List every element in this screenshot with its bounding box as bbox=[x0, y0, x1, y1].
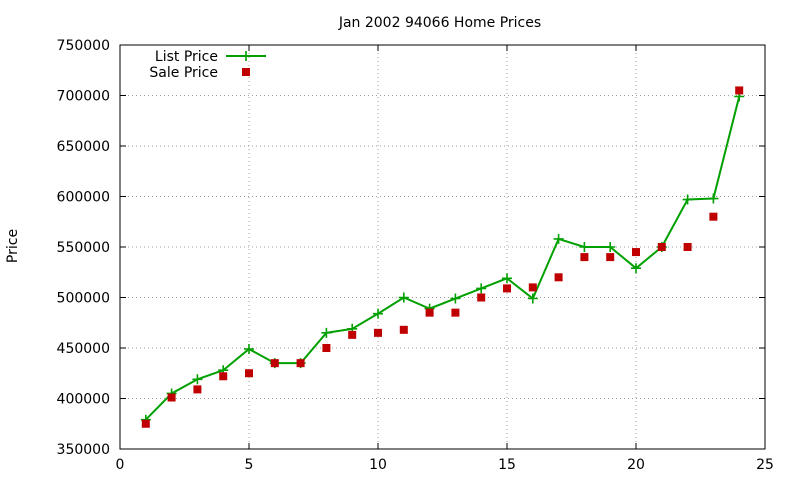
y-tick-label: 650000 bbox=[57, 139, 110, 155]
list-price-point bbox=[450, 293, 461, 304]
sale-price-point bbox=[141, 419, 150, 428]
sale-price-point bbox=[167, 393, 176, 402]
y-tick-label: 750000 bbox=[57, 38, 110, 54]
y-tick-label: 700000 bbox=[57, 89, 110, 105]
sale-price-point bbox=[322, 344, 331, 352]
y-tick-label: 450000 bbox=[57, 341, 110, 357]
x-tick-label: 25 bbox=[756, 457, 774, 473]
axis-ticks: 0 5 10 15 20 25 350000 400000 450000 500000 550000… bbox=[57, 38, 774, 473]
list-price-point bbox=[502, 273, 512, 284]
sale-price-point bbox=[709, 212, 718, 221]
sale-price-point bbox=[554, 273, 563, 282]
list-price-point bbox=[579, 242, 590, 252]
sale-price-point bbox=[425, 308, 434, 317]
list-price-point bbox=[321, 327, 332, 338]
sale-price-point bbox=[632, 248, 640, 257]
x-tick-label: 5 bbox=[245, 457, 254, 473]
chart-title: Jan 2002 94066 Home Prices bbox=[338, 15, 541, 31]
legend-swatch-marker bbox=[242, 68, 250, 76]
list-price-point bbox=[192, 374, 203, 385]
list-price-point bbox=[708, 193, 719, 204]
sale-price-point bbox=[503, 284, 511, 293]
sale-price-point bbox=[270, 359, 279, 368]
list-price-point bbox=[398, 292, 409, 303]
y-tick-label: 400000 bbox=[57, 392, 110, 408]
sale-price-point bbox=[374, 328, 382, 337]
list-price-point bbox=[373, 308, 383, 319]
series-sale-price bbox=[141, 86, 744, 428]
sale-price-point bbox=[296, 359, 305, 368]
x-tick-label: 10 bbox=[369, 457, 387, 473]
sale-price-point bbox=[528, 283, 537, 292]
sale-price-point bbox=[580, 253, 589, 262]
list-price-point bbox=[605, 242, 616, 252]
x-tick-label: 0 bbox=[116, 457, 125, 473]
list-price-point bbox=[631, 263, 641, 274]
sale-price-point bbox=[657, 243, 666, 251]
sale-price-point bbox=[193, 385, 202, 394]
y-tick-label: 500000 bbox=[57, 291, 110, 307]
plot-frame bbox=[119, 44, 766, 450]
sale-price-point bbox=[245, 369, 253, 378]
legend-label: List Price bbox=[155, 49, 218, 65]
list-price-point bbox=[682, 194, 693, 205]
x-tick-label: 15 bbox=[498, 457, 516, 473]
sale-price-point bbox=[683, 243, 692, 251]
list-price-point bbox=[476, 283, 487, 294]
sale-price-point bbox=[399, 325, 408, 334]
sale-price-point bbox=[451, 308, 460, 317]
y-tick-label: 550000 bbox=[57, 240, 110, 256]
series-list-price bbox=[140, 91, 745, 425]
y-tick-label: 350000 bbox=[57, 442, 110, 458]
list-price-point bbox=[244, 344, 254, 355]
series-layer bbox=[140, 86, 745, 428]
sale-price-point bbox=[477, 293, 486, 302]
y-tick-label: 600000 bbox=[57, 190, 110, 206]
x-tick-label: 20 bbox=[627, 457, 645, 473]
legend-label: Sale Price bbox=[149, 65, 218, 81]
list-price-point bbox=[527, 293, 538, 304]
grid-lines bbox=[120, 45, 765, 449]
sale-price-point bbox=[606, 253, 615, 262]
list-price-line bbox=[145, 96, 741, 421]
legend-swatch-marker bbox=[241, 51, 251, 61]
y-axis-label: Price bbox=[5, 229, 21, 263]
sale-price-point bbox=[348, 330, 357, 339]
sale-price-point bbox=[735, 86, 744, 95]
sale-price-point bbox=[219, 372, 228, 381]
list-price-point bbox=[553, 233, 564, 244]
